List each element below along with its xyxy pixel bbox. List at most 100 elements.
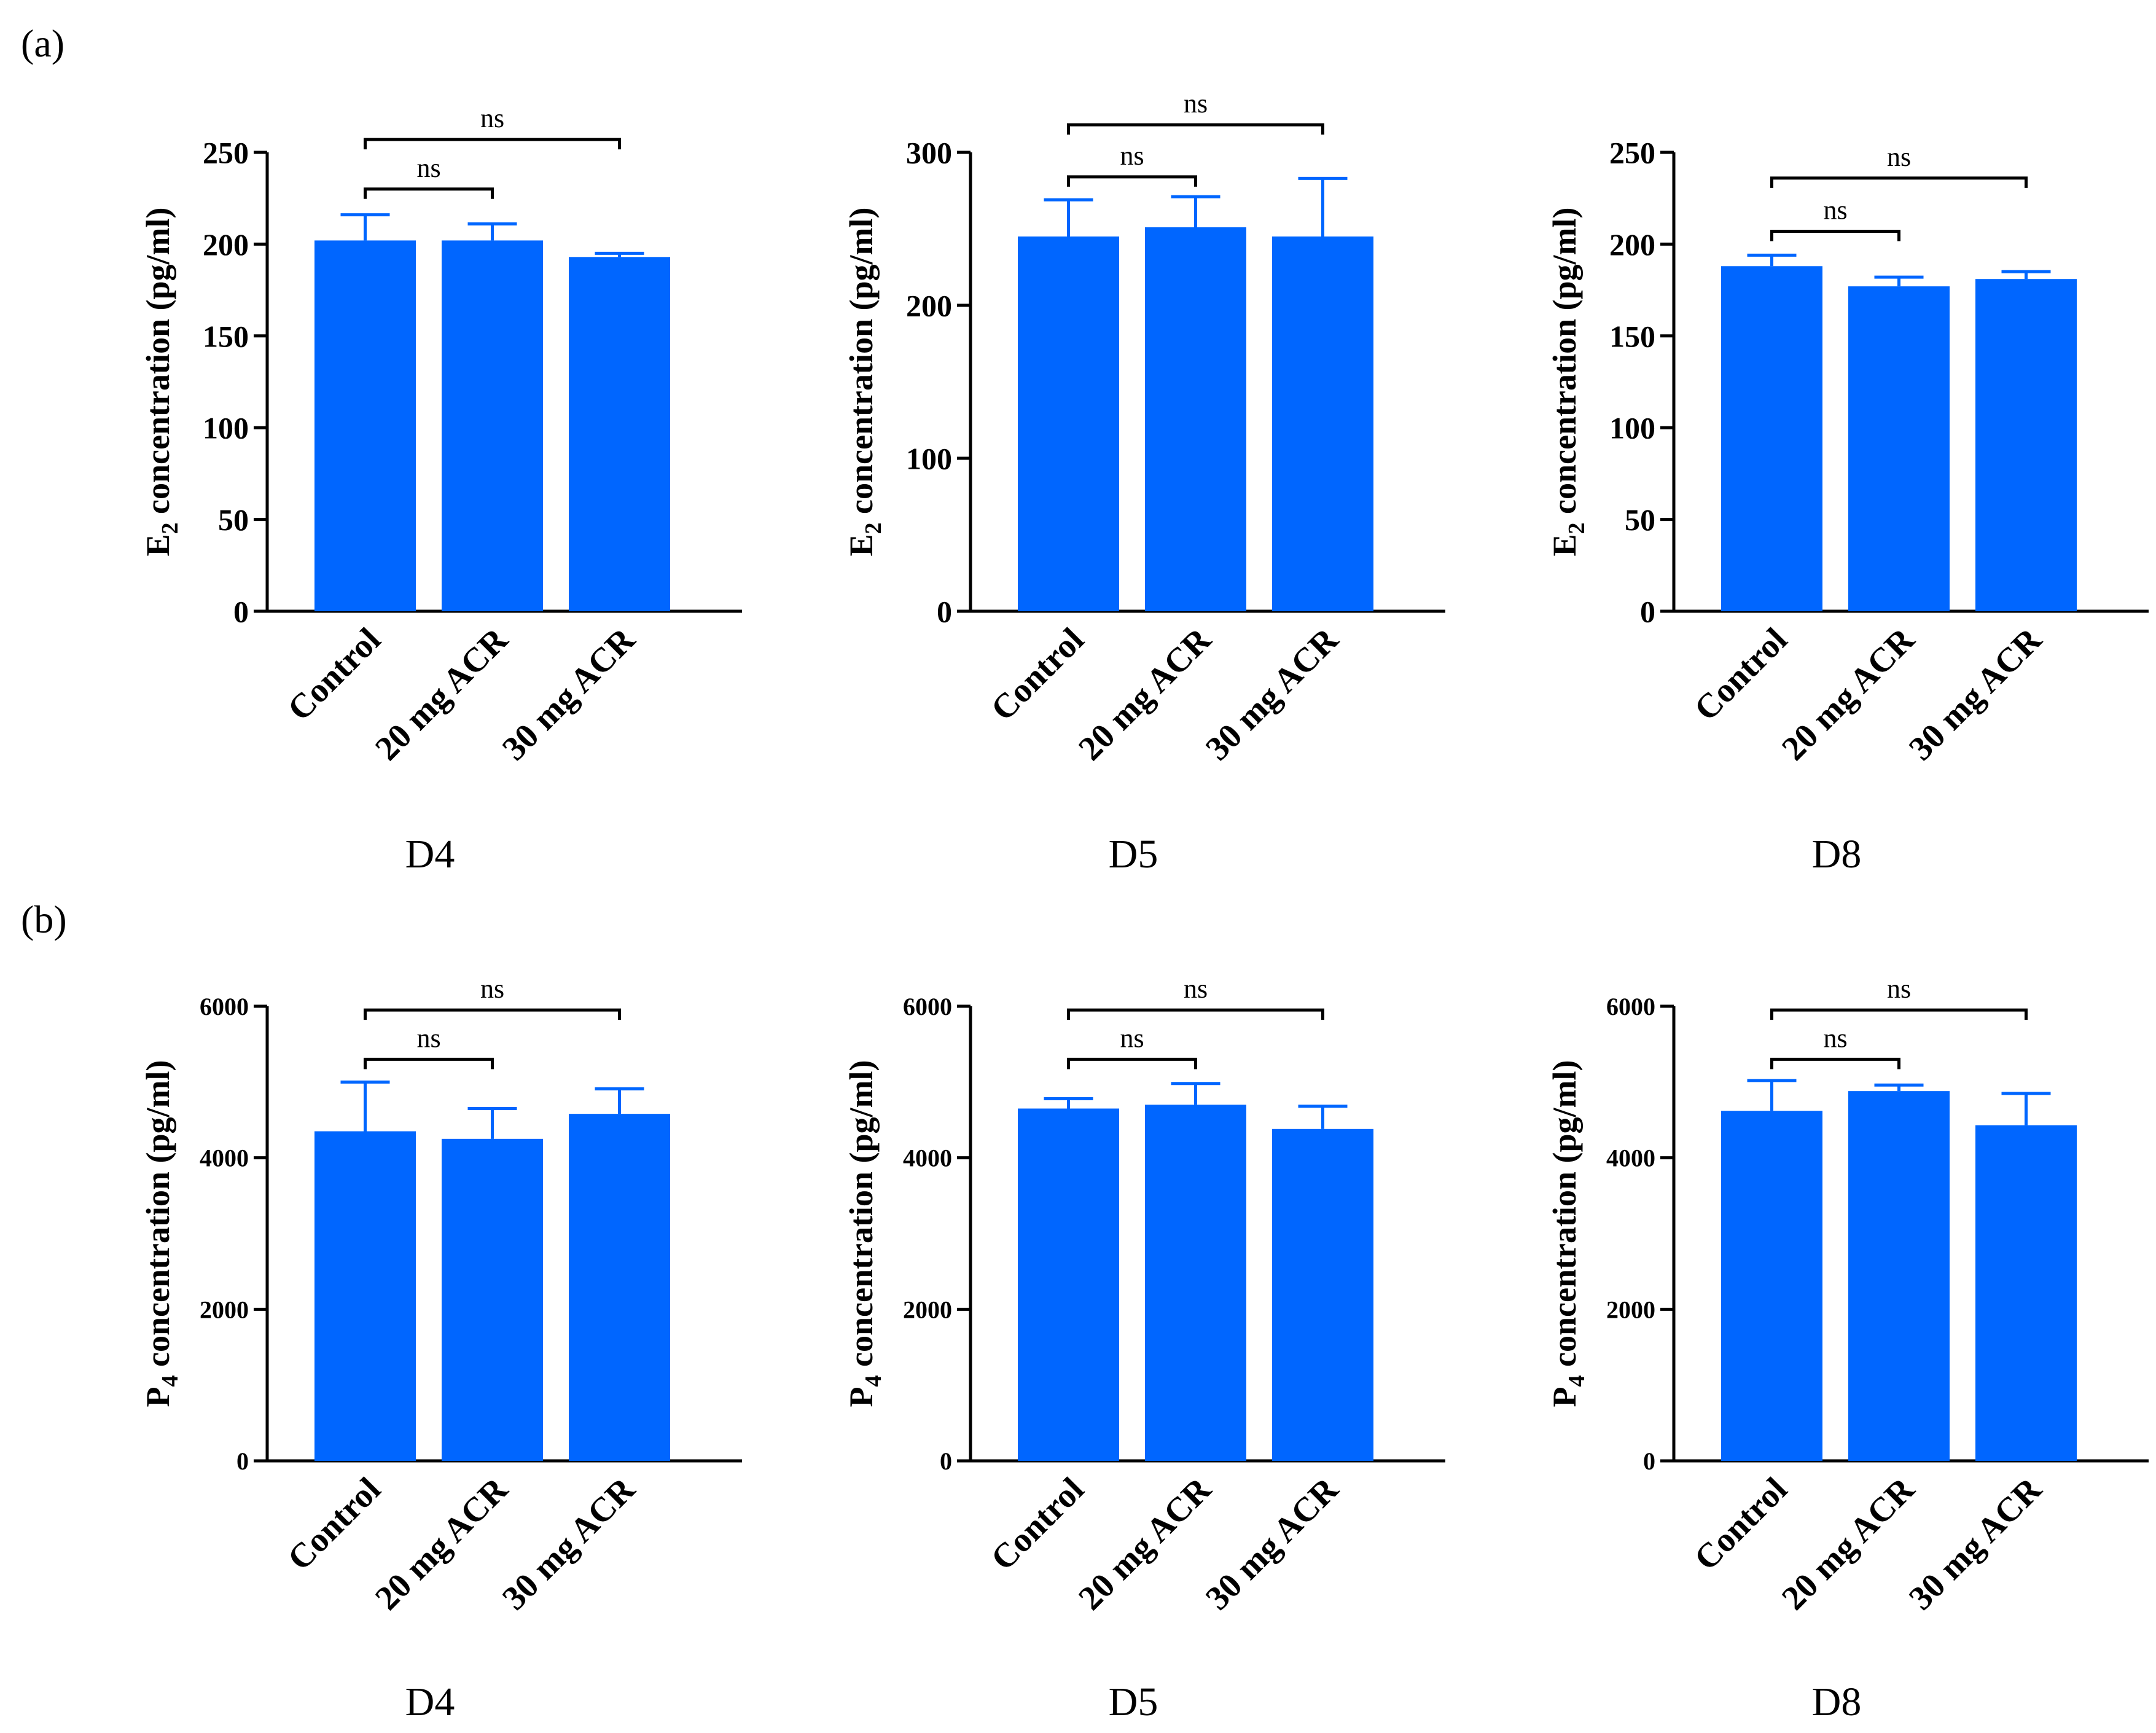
- significance-label: ns: [1120, 141, 1144, 171]
- bar: [1272, 236, 1373, 611]
- y-tick-label: 200: [1609, 227, 1655, 262]
- chart-4: 0 2000 4000 6000 P4 concentration (pg/ml) Con…: [139, 974, 742, 1724]
- significance-label: ns: [1823, 1023, 1847, 1053]
- chart-2: 0 100 200 300 E2 concentration (pg/ml) Contro…: [843, 88, 1445, 877]
- y-axis-label-subscript: 4: [861, 1375, 886, 1387]
- bar: [1848, 1091, 1950, 1461]
- y-axis-label: E2 concentration (pg/ml): [1546, 208, 1590, 557]
- significance-label: ns: [480, 103, 504, 133]
- bar: [569, 1114, 670, 1461]
- y-tick-label: 6000: [903, 993, 952, 1020]
- y-axis-label-rest: concentration (pg/ml): [843, 1060, 880, 1375]
- bar: [1145, 227, 1246, 611]
- y-tick-label: 2000: [903, 1296, 952, 1323]
- y-tick-label: 2000: [200, 1296, 249, 1323]
- category-label: Control: [281, 1470, 388, 1578]
- y-axis-label-main: P: [1546, 1387, 1583, 1407]
- y-tick-label: 4000: [1606, 1144, 1655, 1172]
- bar: [1975, 279, 2077, 611]
- category-label: 20 mg ACR: [368, 620, 515, 768]
- x-axis-label: D4: [405, 1680, 455, 1724]
- y-tick-label: 150: [1609, 319, 1655, 353]
- significance-label: ns: [1184, 88, 1208, 119]
- x-axis-label: D8: [1812, 832, 1862, 877]
- y-axis-label-rest: concentration (pg/ml): [843, 208, 880, 523]
- y-axis-label-subscript: 2: [157, 522, 183, 534]
- y-axis-label: E2 concentration (pg/ml): [139, 208, 183, 557]
- bar: [1018, 1108, 1119, 1461]
- y-tick-label: 250: [203, 136, 249, 170]
- significance-label: ns: [1887, 974, 1911, 1004]
- category-label: 20 mg ACR: [1775, 620, 1922, 768]
- y-tick-label: 0: [236, 1447, 249, 1475]
- y-tick-label: 100: [203, 411, 249, 445]
- y-axis-label-rest: concentration (pg/ml): [139, 1060, 176, 1375]
- significance-label: ns: [480, 974, 504, 1004]
- y-tick-label: 100: [906, 442, 952, 476]
- y-axis-label-subscript: 2: [861, 522, 886, 534]
- y-tick-label: 2000: [1606, 1296, 1655, 1323]
- chart-1: 0 50 100 150 200 250 E2 concentration (pg/ml) C…: [139, 103, 742, 877]
- category-label: 20 mg ACR: [1071, 1470, 1219, 1618]
- y-axis-label-main: P: [139, 1387, 176, 1407]
- significance-bracket: [1770, 229, 1900, 241]
- significance-label: ns: [416, 1023, 440, 1053]
- y-axis-label-main: E: [1546, 534, 1583, 556]
- y-tick-label: 50: [218, 503, 249, 537]
- category-label: 30 mg ACR: [1902, 620, 2049, 768]
- y-axis-label-main: E: [139, 534, 176, 556]
- x-axis-label: D8: [1812, 1680, 1862, 1724]
- y-tick-label: 6000: [200, 993, 249, 1020]
- y-axis-label-subscript: 4: [157, 1375, 183, 1387]
- y-axis-label: E2 concentration (pg/ml): [843, 208, 886, 557]
- panel-label-a: (a): [21, 22, 64, 65]
- significance-bracket: [364, 1008, 621, 1020]
- category-label: 30 mg ACR: [1198, 620, 1346, 768]
- significance-bracket: [1067, 123, 1324, 135]
- category-label: Control: [1687, 1470, 1795, 1578]
- y-tick-label: 0: [940, 1447, 952, 1475]
- y-tick-label: 4000: [903, 1144, 952, 1172]
- y-tick-label: 4000: [200, 1144, 249, 1172]
- bar: [1272, 1129, 1373, 1461]
- y-axis-label-subscript: 2: [1564, 522, 1590, 534]
- significance-bracket: [1067, 1057, 1197, 1070]
- y-axis-label: P4 concentration (pg/ml): [139, 1060, 183, 1407]
- bar: [1721, 266, 1822, 612]
- bar: [1145, 1105, 1246, 1461]
- y-tick-label: 100: [1609, 411, 1655, 445]
- significance-bracket: [1067, 175, 1197, 187]
- y-tick-label: 200: [203, 227, 249, 262]
- y-tick-label: 250: [1609, 136, 1655, 170]
- bar: [1848, 286, 1950, 611]
- category-label: Control: [984, 620, 1092, 728]
- category-label: 30 mg ACR: [495, 620, 643, 768]
- category-label: 20 mg ACR: [368, 1470, 515, 1618]
- y-tick-label: 200: [906, 289, 952, 323]
- panel-label-b: (b): [21, 898, 67, 941]
- significance-bracket: [1770, 1057, 1900, 1070]
- x-axis-label: D5: [1109, 832, 1158, 877]
- category-label: 20 mg ACR: [1775, 1470, 1922, 1618]
- y-axis-label-subscript: 4: [1564, 1375, 1590, 1387]
- y-axis-label-main: P: [843, 1387, 880, 1407]
- category-label: 30 mg ACR: [495, 1470, 643, 1618]
- significance-bracket: [364, 187, 494, 199]
- y-tick-label: 50: [1625, 503, 1655, 537]
- y-tick-label: 300: [906, 136, 952, 170]
- bar: [442, 1138, 543, 1461]
- chart-6: 0 2000 4000 6000 P4 concentration (pg/ml) Con…: [1546, 974, 2149, 1724]
- x-axis-label: D5: [1109, 1680, 1158, 1724]
- y-tick-label: 150: [203, 319, 249, 353]
- significance-label: ns: [416, 153, 440, 183]
- significance-bracket: [364, 138, 621, 150]
- y-axis-label: P4 concentration (pg/ml): [1546, 1060, 1590, 1407]
- chart-3: 0 50 100 150 200 250 E2 concentration (pg/ml) C…: [1546, 136, 2149, 877]
- category-label: Control: [281, 620, 388, 728]
- y-axis-label: P4 concentration (pg/ml): [843, 1060, 886, 1407]
- y-tick-label: 0: [1640, 595, 1655, 629]
- y-axis-label-main: E: [843, 534, 880, 556]
- significance-label: ns: [1823, 195, 1847, 225]
- category-label: 20 mg ACR: [1071, 620, 1219, 768]
